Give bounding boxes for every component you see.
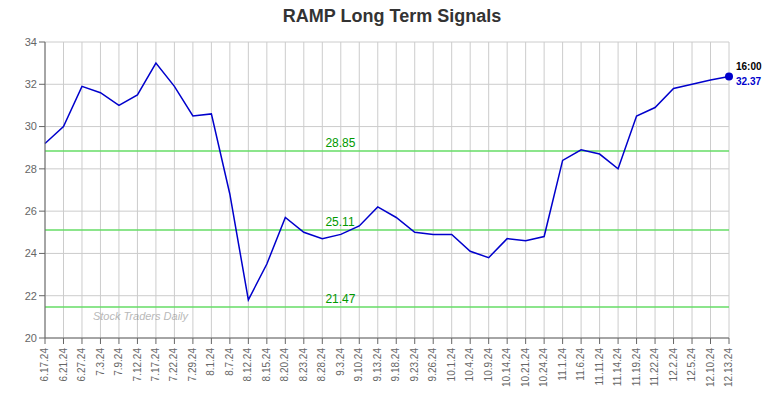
svg-text:8.23.24: 8.23.24: [298, 348, 309, 382]
svg-text:20: 20: [25, 332, 37, 344]
svg-text:7.12.24: 7.12.24: [132, 348, 143, 382]
svg-text:32.37: 32.37: [736, 76, 761, 87]
svg-text:11.22.24: 11.22.24: [649, 348, 660, 387]
svg-text:12.10.24: 12.10.24: [705, 348, 716, 387]
svg-text:8.7.24: 8.7.24: [224, 348, 235, 376]
svg-text:10.14.24: 10.14.24: [501, 348, 512, 387]
svg-text:11.11.24: 11.11.24: [594, 348, 605, 386]
svg-text:16:00: 16:00: [736, 61, 762, 72]
html-text:Stock Traders Daily: Stock Traders Daily: [92, 310, 188, 322]
svg-text:9.10.24: 9.10.24: [353, 348, 364, 382]
svg-text:30: 30: [25, 120, 37, 132]
svg-text:9.13.24: 9.13.24: [372, 348, 383, 382]
svg-text:8.1.24: 8.1.24: [205, 348, 216, 376]
svg-text:6.17.24: 6.17.24: [39, 348, 50, 382]
svg-text:8.15.24: 8.15.24: [261, 348, 272, 382]
svg-text:28.85: 28.85: [325, 136, 355, 150]
svg-text:9.18.24: 9.18.24: [390, 348, 401, 382]
svg-text:12.5.24: 12.5.24: [686, 348, 697, 382]
svg-text:22: 22: [25, 290, 37, 302]
svg-text:9.26.24: 9.26.24: [427, 348, 438, 382]
svg-text:6.21.24: 6.21.24: [58, 348, 69, 382]
svg-text:26: 26: [25, 205, 37, 217]
svg-text:11.19.24: 11.19.24: [631, 348, 642, 387]
svg-text:32: 32: [25, 78, 37, 90]
svg-text:21.47: 21.47: [325, 292, 355, 306]
svg-text:24: 24: [25, 247, 37, 259]
svg-text:11.6.24: 11.6.24: [575, 348, 586, 381]
svg-text:28: 28: [25, 163, 37, 175]
svg-text:12.2.24: 12.2.24: [668, 348, 679, 382]
svg-text:8.28.24: 8.28.24: [316, 348, 327, 382]
svg-text:25.11: 25.11: [325, 215, 354, 229]
svg-text:7.9.24: 7.9.24: [113, 348, 124, 376]
svg-text:34: 34: [25, 36, 37, 48]
html-text:RAMP Long Term Signals: RAMP Long Term Signals: [282, 6, 502, 26]
svg-text:7.17.24: 7.17.24: [150, 348, 161, 382]
svg-text:11.14.24: 11.14.24: [612, 348, 623, 387]
svg-text:10.21.24: 10.21.24: [520, 348, 531, 387]
svg-text:6.27.24: 6.27.24: [76, 348, 87, 382]
svg-text:10.9.24: 10.9.24: [483, 348, 494, 382]
svg-text:9.23.24: 9.23.24: [409, 348, 420, 382]
svg-text:10.1.24: 10.1.24: [446, 348, 457, 382]
svg-text:8.12.24: 8.12.24: [242, 348, 253, 382]
svg-text:9.3.24: 9.3.24: [335, 348, 346, 376]
svg-text:10.4.24: 10.4.24: [464, 348, 475, 382]
svg-text:7.29.24: 7.29.24: [187, 348, 198, 382]
svg-text:7.3.24: 7.3.24: [95, 348, 106, 376]
svg-text:11.1.24: 11.1.24: [557, 348, 568, 381]
svg-text:12.13.24: 12.13.24: [723, 348, 734, 387]
svg-text:8.20.24: 8.20.24: [279, 348, 290, 382]
svg-text:7.22.24: 7.22.24: [169, 348, 180, 382]
svg-text:10.24.24: 10.24.24: [538, 348, 549, 387]
